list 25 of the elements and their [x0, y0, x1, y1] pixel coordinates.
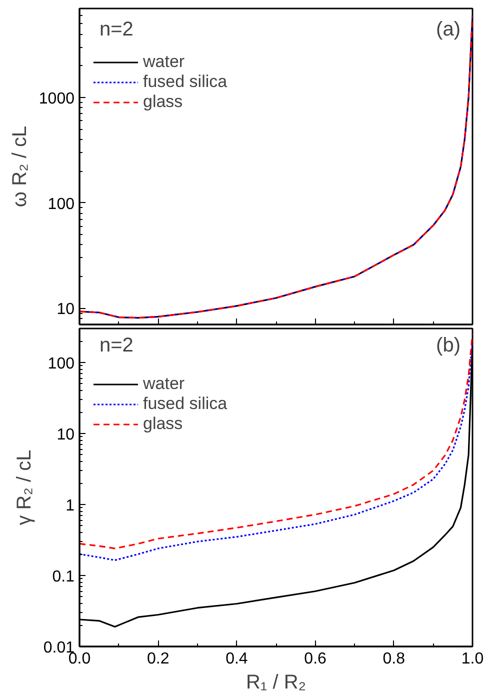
legend-label: glass [143, 414, 183, 434]
y-tick-label: 10 [56, 426, 75, 444]
x-tick-label: 1.0 [461, 650, 484, 668]
legend-label: water [143, 374, 185, 394]
legend-label: fused silica [143, 72, 228, 92]
legend-label: water [143, 52, 185, 72]
y-tick-label: 1 [66, 497, 75, 514]
y-tick-label: 100 [48, 196, 75, 213]
annotation: (a) [436, 18, 461, 40]
x-axis-title: R₁ / R₂ [246, 672, 306, 694]
y-axis-title: γ R₂ / cL [13, 450, 36, 526]
y-tick-label: 10 [56, 301, 75, 318]
x-tick-label: 0.2 [146, 650, 170, 668]
y-axis-title: ω R₂ / cL [8, 126, 31, 208]
x-tick-label: 0.8 [382, 650, 406, 668]
legend-label: fused silica [143, 394, 228, 414]
x-tick-label: 0.4 [226, 650, 248, 668]
y-tick-label: 100 [48, 355, 75, 372]
annotation: n=2 [100, 334, 134, 356]
y-tick-label: 0.1 [52, 568, 75, 586]
annotation: n=2 [100, 18, 134, 40]
y-tick-label: 1000 [38, 90, 75, 108]
legend-label: glass [143, 92, 183, 112]
annotation: (b) [436, 334, 461, 356]
x-tick-label: 0.6 [304, 650, 327, 668]
